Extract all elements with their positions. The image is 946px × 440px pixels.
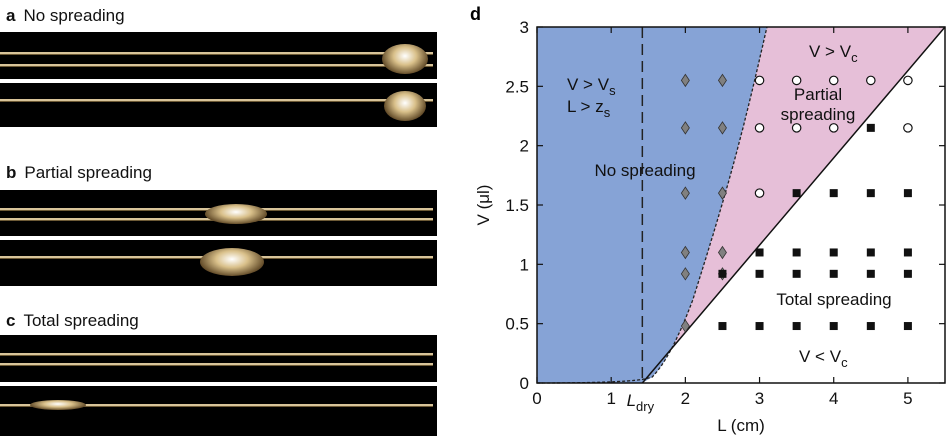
circle-marker <box>903 75 913 86</box>
panel-a-title-text: No spreading <box>23 6 125 25</box>
capillary-tube <box>0 353 433 356</box>
circle-marker <box>828 75 839 86</box>
square-marker <box>755 269 764 278</box>
circle-marker <box>866 75 876 86</box>
partial-spreading-region <box>537 27 945 383</box>
square-marker <box>829 269 838 278</box>
panel-c-title: c Total spreading <box>6 311 139 331</box>
diamond-marker <box>717 267 727 281</box>
no-spreading-boundary <box>536 26 768 384</box>
droplet <box>384 91 426 121</box>
x-axis-label: L (cm) <box>717 416 765 435</box>
square-marker <box>866 123 875 132</box>
y-tick-label: 1.5 <box>505 196 529 215</box>
square-marker <box>903 189 912 198</box>
capillary-tube <box>0 363 433 366</box>
x-tick-label: 4 <box>829 389 838 408</box>
panel-d-letter: d <box>470 4 481 24</box>
circle-marker <box>828 123 839 133</box>
no-spreading-region <box>537 27 767 383</box>
circle-marker <box>791 123 802 133</box>
circle-marker <box>903 123 913 133</box>
droplet <box>200 248 264 276</box>
square-marker <box>718 269 727 278</box>
x-tick-label: 0 <box>532 389 541 408</box>
square-marker <box>903 269 912 278</box>
y-tick-label: 1 <box>520 255 529 274</box>
panel-c-title-text: Total spreading <box>23 311 139 330</box>
photo-b-bottom <box>0 240 437 286</box>
diamond-marker <box>717 245 727 260</box>
x-tick-label: 1 <box>606 389 615 408</box>
diamond-marker <box>717 73 727 88</box>
panel-b-title: b Partial spreading <box>6 163 152 183</box>
capillary-tube <box>0 64 433 67</box>
photo-a-bottom <box>0 83 437 127</box>
droplet <box>30 400 86 410</box>
square-marker <box>903 248 912 257</box>
droplet <box>205 204 267 224</box>
y-tick-label: 3 <box>520 18 529 37</box>
diamond-marker <box>717 186 727 200</box>
region-label: L > zs <box>567 97 611 120</box>
capillary-tube <box>0 99 433 102</box>
panel-c-letter: c <box>6 311 16 330</box>
capillary-tube <box>0 404 433 407</box>
circle-marker <box>754 75 765 86</box>
square-marker <box>718 322 727 331</box>
critical-volume-line <box>641 26 946 384</box>
diamond-marker <box>680 73 690 88</box>
l-dry-label: Ldry <box>627 391 655 414</box>
circle-marker <box>754 123 765 133</box>
capillary-tube <box>0 52 433 55</box>
square-marker <box>866 269 875 278</box>
region-label: V > Vs <box>567 75 616 98</box>
photo-b-top <box>0 190 437 236</box>
photo-c-bottom <box>0 386 437 436</box>
y-tick-label: 2 <box>520 137 529 156</box>
diamond-marker <box>680 121 690 135</box>
region-label: V > Vc <box>809 42 858 65</box>
square-marker <box>866 248 875 257</box>
panel-b-title-text: Partial spreading <box>24 163 152 182</box>
x-tick-label: 5 <box>903 389 912 408</box>
diamond-marker <box>680 245 690 260</box>
panel-a-title: a No spreading <box>6 6 125 26</box>
diamond-marker <box>717 121 727 135</box>
circle-marker <box>791 75 802 86</box>
square-marker <box>866 189 875 198</box>
diamond-marker <box>680 186 690 200</box>
square-marker <box>829 248 838 257</box>
square-marker <box>755 322 764 331</box>
x-tick-label: 2 <box>681 389 690 408</box>
region-label: Total spreading <box>776 290 891 309</box>
photo-c-top <box>0 335 437 382</box>
square-marker <box>829 189 838 198</box>
region-label: spreading <box>781 105 856 124</box>
region-label: No spreading <box>594 161 695 180</box>
panel-a-letter: a <box>6 6 16 25</box>
region-label: V < Vc <box>799 347 848 370</box>
square-marker <box>829 322 838 331</box>
square-marker <box>755 248 764 257</box>
droplet <box>382 44 428 74</box>
y-tick-label: 2.5 <box>505 77 529 96</box>
square-marker <box>792 189 801 198</box>
y-axis-label: V (μl) <box>474 185 493 226</box>
photo-a-top <box>0 32 437 79</box>
y-tick-label: 0.5 <box>505 315 529 334</box>
x-tick-label: 3 <box>755 389 764 408</box>
square-marker <box>792 269 801 278</box>
diamond-marker <box>680 319 690 333</box>
square-marker <box>866 322 875 331</box>
region-label: Partial <box>794 85 842 104</box>
y-tick-label: 0 <box>520 374 529 393</box>
square-marker <box>792 248 801 257</box>
square-marker <box>792 322 801 331</box>
diamond-marker <box>680 267 690 281</box>
panel-b-letter: b <box>6 163 17 182</box>
plot-frame <box>536 26 946 384</box>
square-marker <box>903 322 912 331</box>
circle-marker <box>754 188 765 198</box>
